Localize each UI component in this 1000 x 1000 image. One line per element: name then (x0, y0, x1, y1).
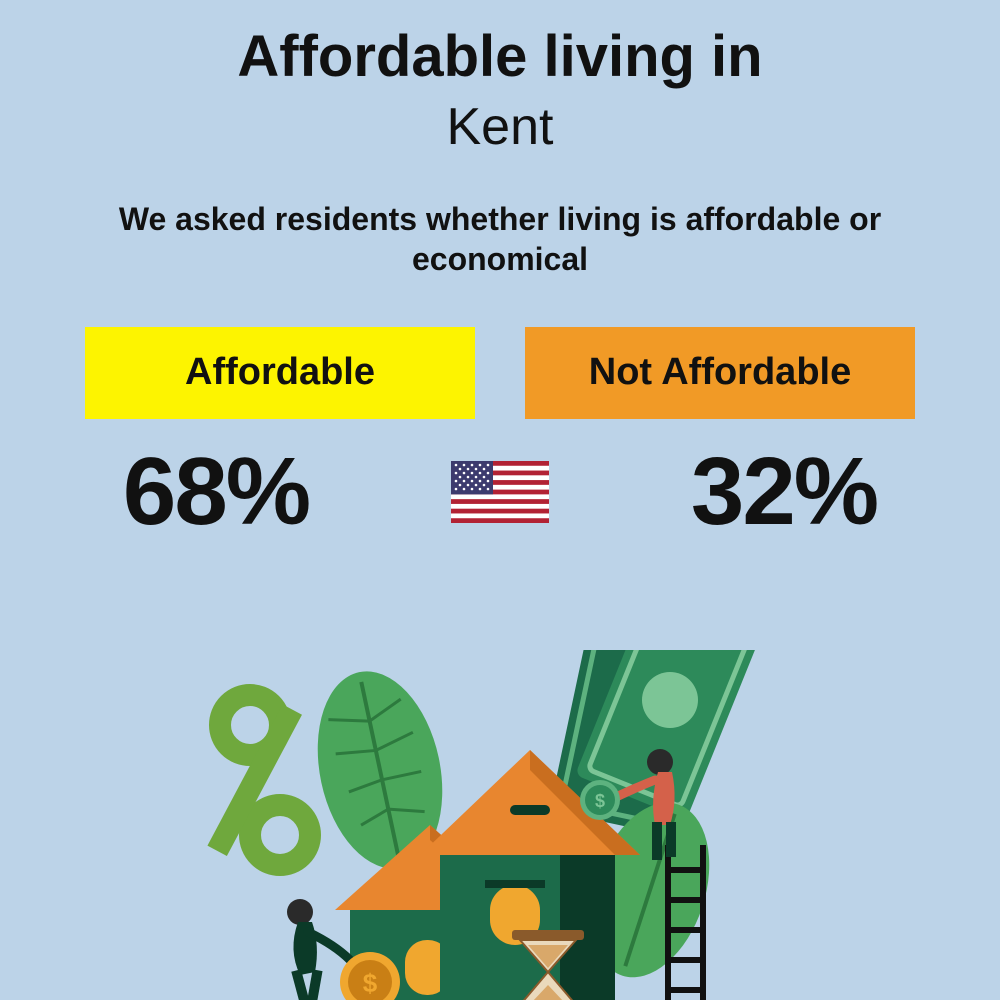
values-row: 68% 3 (21, 437, 979, 547)
not-affordable-label-box: Not Affordable (525, 327, 915, 419)
affordable-label: Affordable (185, 351, 375, 394)
affordable-value: 68% (21, 437, 411, 547)
affordable-label-box: Affordable (85, 327, 475, 419)
svg-text:$: $ (595, 791, 605, 811)
infographic-page: Affordable living in Kent We asked resid… (0, 0, 1000, 1000)
labels-row: Affordable Not Affordable (85, 327, 915, 419)
not-affordable-value: 32% (589, 437, 979, 547)
not-affordable-label: Not Affordable (589, 351, 851, 394)
title-line2: Kent (447, 97, 554, 157)
percent-icon (207, 695, 310, 865)
subtitle-text: We asked residents whether living is aff… (115, 199, 885, 279)
title-line1: Affordable living in (237, 25, 762, 89)
us-flag-icon (451, 461, 549, 523)
money-house-illustration: $ $ (180, 650, 820, 1000)
svg-text:$: $ (363, 968, 378, 998)
